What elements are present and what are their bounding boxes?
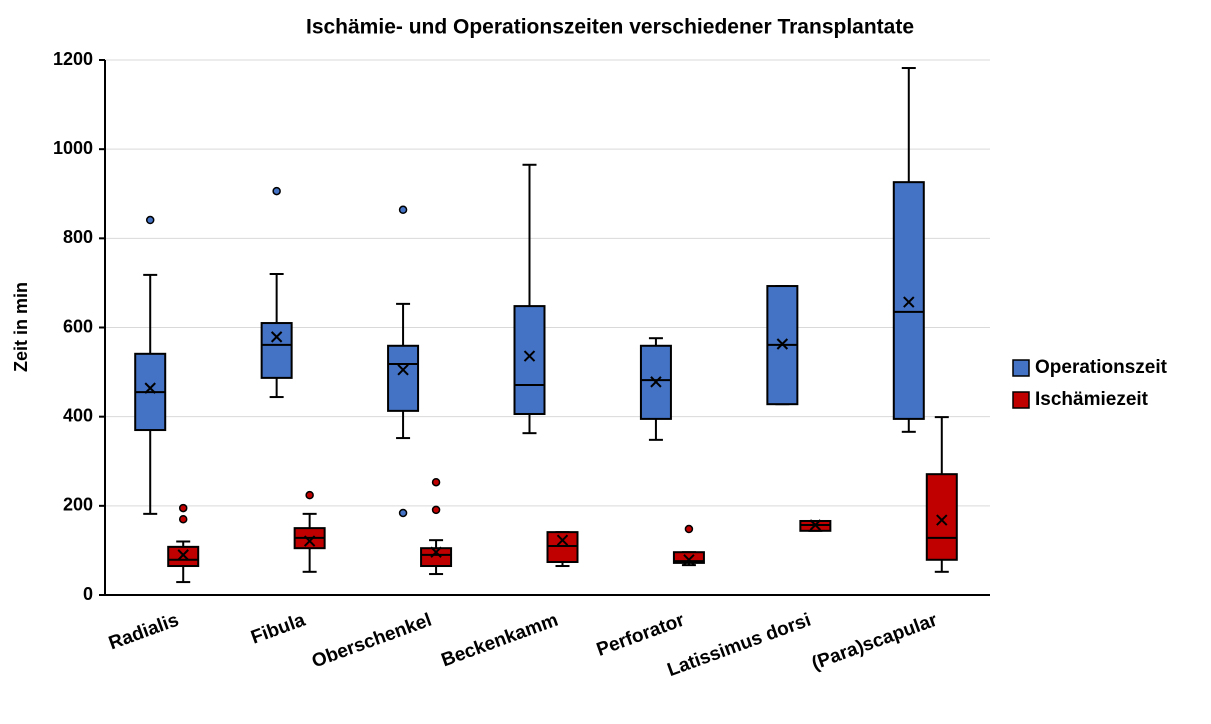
mean-marker (144, 382, 156, 394)
outlier (431, 477, 441, 487)
y-tick-label: 0 (83, 584, 93, 604)
mean-marker (776, 338, 789, 350)
mean-marker (303, 535, 316, 547)
outlier (178, 514, 188, 524)
y-tick-label: 200 (63, 495, 93, 515)
y-tick-label: 800 (63, 227, 93, 247)
x-tick-label: Oberschenkel (309, 610, 434, 673)
outlier (272, 186, 281, 196)
box (260, 322, 293, 379)
box (546, 531, 579, 564)
x-tick-label: Beckenkamm (439, 610, 561, 672)
mean-marker (936, 514, 948, 526)
mean-marker (809, 519, 822, 531)
mean-marker (177, 549, 189, 561)
chart-title: Ischämie- und Operationszeiten verschied… (306, 16, 914, 39)
legend-label: Ischämiezeit (1035, 389, 1149, 410)
mean-marker (270, 331, 283, 343)
x-tick-label: Radialis (106, 610, 182, 655)
x-tick-label: Fibula (248, 610, 308, 649)
mean-marker (683, 554, 695, 566)
legend-swatch (1012, 391, 1030, 409)
y-axis-label: Zeit in min (11, 282, 31, 372)
y-tick-label: 1200 (53, 49, 93, 69)
box (513, 305, 546, 415)
legend-swatch (1012, 359, 1030, 377)
mean-marker (556, 534, 569, 546)
outlier (684, 524, 694, 534)
y-tick-label: 600 (63, 316, 93, 336)
outlier (178, 503, 188, 513)
legend-label: Operationszeit (1035, 357, 1168, 378)
outlier (305, 490, 314, 500)
x-tick-label: (Para)scapular (809, 609, 941, 674)
box (420, 547, 453, 568)
y-tick-label: 400 (63, 405, 93, 425)
y-tick-label: 1000 (53, 138, 93, 158)
outlier (398, 205, 408, 215)
x-tick-label: Latissimus dorsi (665, 610, 814, 681)
x-tick-label: Perforator (594, 609, 688, 660)
box (167, 545, 200, 568)
mean-marker (430, 546, 442, 558)
mean-marker (523, 350, 536, 362)
box (892, 181, 925, 420)
outlier (145, 215, 155, 225)
box (387, 344, 420, 412)
outlier (431, 505, 441, 515)
mean-marker (903, 296, 915, 308)
mean-marker (397, 364, 409, 376)
box (672, 551, 705, 564)
mean-marker (650, 376, 662, 388)
outlier (398, 508, 408, 518)
box (925, 473, 958, 561)
